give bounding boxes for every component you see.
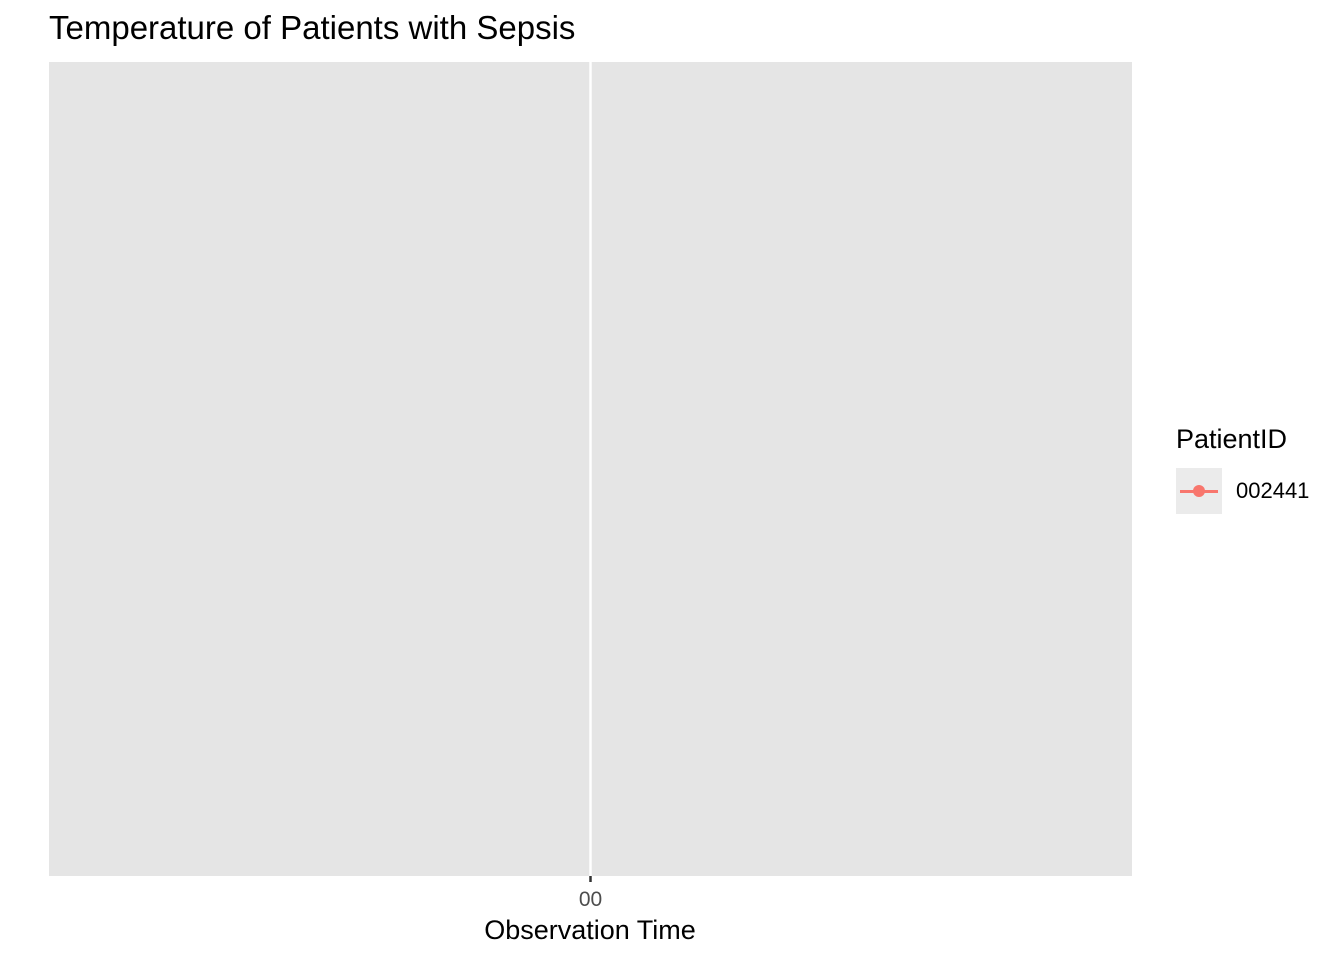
legend-label: 002441 (1236, 478, 1310, 503)
legend-title: PatientID (1176, 424, 1288, 454)
legend-items: 002441 (1176, 468, 1309, 514)
x-axis-ticks: 00 (579, 876, 602, 911)
chart-title: Temperature of Patients with Sepsis (49, 9, 576, 46)
legend: PatientID 002441 (1176, 422, 1309, 514)
legend-key-point (1193, 485, 1205, 497)
x-tick-label: 00 (579, 888, 602, 911)
legend-item: 002441 (1176, 468, 1309, 514)
legend-key (1176, 468, 1222, 514)
x-axis-title: Observation Time (484, 915, 696, 945)
